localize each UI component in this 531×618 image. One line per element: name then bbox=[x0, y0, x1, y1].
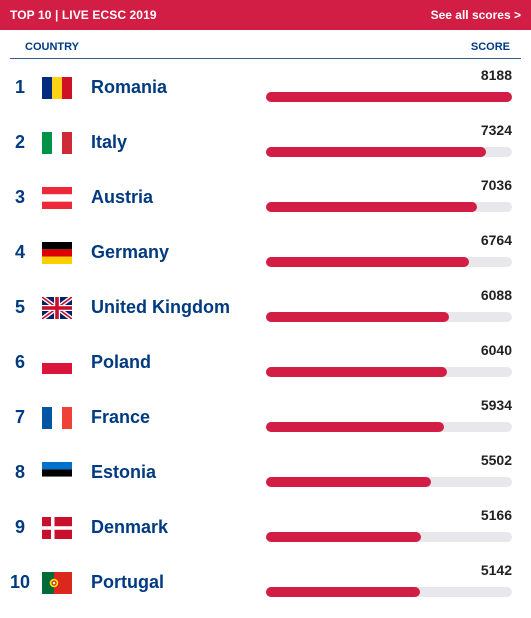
poland-flag-icon bbox=[42, 352, 72, 374]
score-bar-track bbox=[266, 312, 512, 322]
rank-number: 3 bbox=[14, 187, 25, 207]
leaderboard-row: 4 Germany 6764 bbox=[0, 230, 531, 285]
see-all-scores-link[interactable]: See all scores > bbox=[430, 8, 521, 22]
leaderboard-row: 10 Portugal 5142 bbox=[0, 560, 531, 615]
score-bar-fill bbox=[266, 422, 445, 432]
score-bar-track bbox=[266, 367, 512, 377]
country-name: United Kingdom bbox=[91, 297, 230, 317]
score-value: 5934 bbox=[480, 397, 512, 413]
denmark-flag-icon bbox=[42, 517, 72, 539]
country-name: Denmark bbox=[91, 517, 169, 537]
rank-number: 1 bbox=[14, 77, 25, 97]
country-name: Italy bbox=[91, 132, 128, 152]
score-value: 8188 bbox=[480, 67, 512, 83]
score-bar-track bbox=[266, 422, 512, 432]
france-flag-icon bbox=[42, 407, 72, 429]
score-column-header: SCORE bbox=[470, 41, 510, 53]
score-value: 7036 bbox=[480, 177, 512, 193]
score-bar-fill bbox=[266, 587, 421, 597]
rank-number: 10 bbox=[9, 572, 31, 592]
score-bar-fill bbox=[266, 147, 487, 157]
score-value: 7324 bbox=[480, 122, 512, 138]
score-bar-fill bbox=[266, 477, 432, 487]
country-name: France bbox=[91, 407, 151, 427]
score-bar-track bbox=[266, 257, 512, 267]
portugal-flag-icon bbox=[42, 572, 72, 594]
estonia-flag-icon bbox=[42, 462, 72, 484]
score-value: 5166 bbox=[480, 507, 512, 523]
column-headers: COUNTRY SCORE bbox=[10, 40, 521, 59]
leaderboard-row: 9 Denmark 5166 bbox=[0, 505, 531, 560]
rank-number: 9 bbox=[14, 517, 25, 537]
united-kingdom-flag-icon bbox=[42, 297, 72, 319]
country-column-header: COUNTRY bbox=[25, 41, 79, 53]
score-bar-track bbox=[266, 477, 512, 487]
country-name: Poland bbox=[91, 352, 152, 372]
score-bar-fill bbox=[266, 92, 512, 102]
rank-number: 7 bbox=[14, 407, 25, 427]
germany-flag-icon bbox=[42, 242, 72, 264]
romania-flag-icon bbox=[42, 77, 72, 99]
header-title: TOP 10 | LIVE ECSC 2019 bbox=[10, 8, 157, 22]
score-bar-track bbox=[266, 532, 512, 542]
score-value: 5502 bbox=[480, 452, 512, 468]
austria-flag-icon bbox=[42, 187, 72, 209]
leaderboard-row: 7 France 5934 bbox=[0, 395, 531, 450]
score-value: 6040 bbox=[480, 342, 512, 358]
score-bar-fill bbox=[266, 367, 448, 377]
leaderboard-row: 8 Estonia 5502 bbox=[0, 450, 531, 505]
country-name: Estonia bbox=[91, 462, 157, 482]
score-bar-track bbox=[266, 147, 512, 157]
country-name: Romania bbox=[91, 77, 168, 97]
rank-number: 2 bbox=[14, 132, 25, 152]
country-name: Portugal bbox=[91, 572, 165, 592]
score-bar-track bbox=[266, 202, 512, 212]
rank-number: 8 bbox=[14, 462, 25, 482]
rank-number: 4 bbox=[14, 242, 25, 262]
rank-number: 6 bbox=[14, 352, 25, 372]
score-bar-fill bbox=[266, 312, 449, 322]
rank-number: 5 bbox=[14, 297, 25, 317]
header-banner: TOP 10 | LIVE ECSC 2019 See all scores > bbox=[0, 0, 531, 30]
italy-flag-icon bbox=[42, 132, 72, 154]
country-name: Germany bbox=[91, 242, 170, 262]
leaderboard-row: 5 United Kingdom 6088 bbox=[0, 285, 531, 340]
score-bar-track bbox=[266, 92, 512, 102]
leaderboard-row: 1 Romania 8188 bbox=[0, 65, 531, 120]
score-bar-track bbox=[266, 587, 512, 597]
score-value: 6764 bbox=[480, 232, 512, 248]
country-name: Austria bbox=[91, 187, 154, 207]
leaderboard-row: 3 Austria 7036 bbox=[0, 175, 531, 230]
score-value: 5142 bbox=[480, 562, 512, 578]
score-value: 6088 bbox=[480, 287, 512, 303]
score-bar-fill bbox=[266, 257, 470, 267]
score-bar-fill bbox=[266, 202, 478, 212]
leaderboard-row: 6 Poland 6040 bbox=[0, 340, 531, 395]
leaderboard-row: 2 Italy 7324 bbox=[0, 120, 531, 175]
score-bar-fill bbox=[266, 532, 422, 542]
